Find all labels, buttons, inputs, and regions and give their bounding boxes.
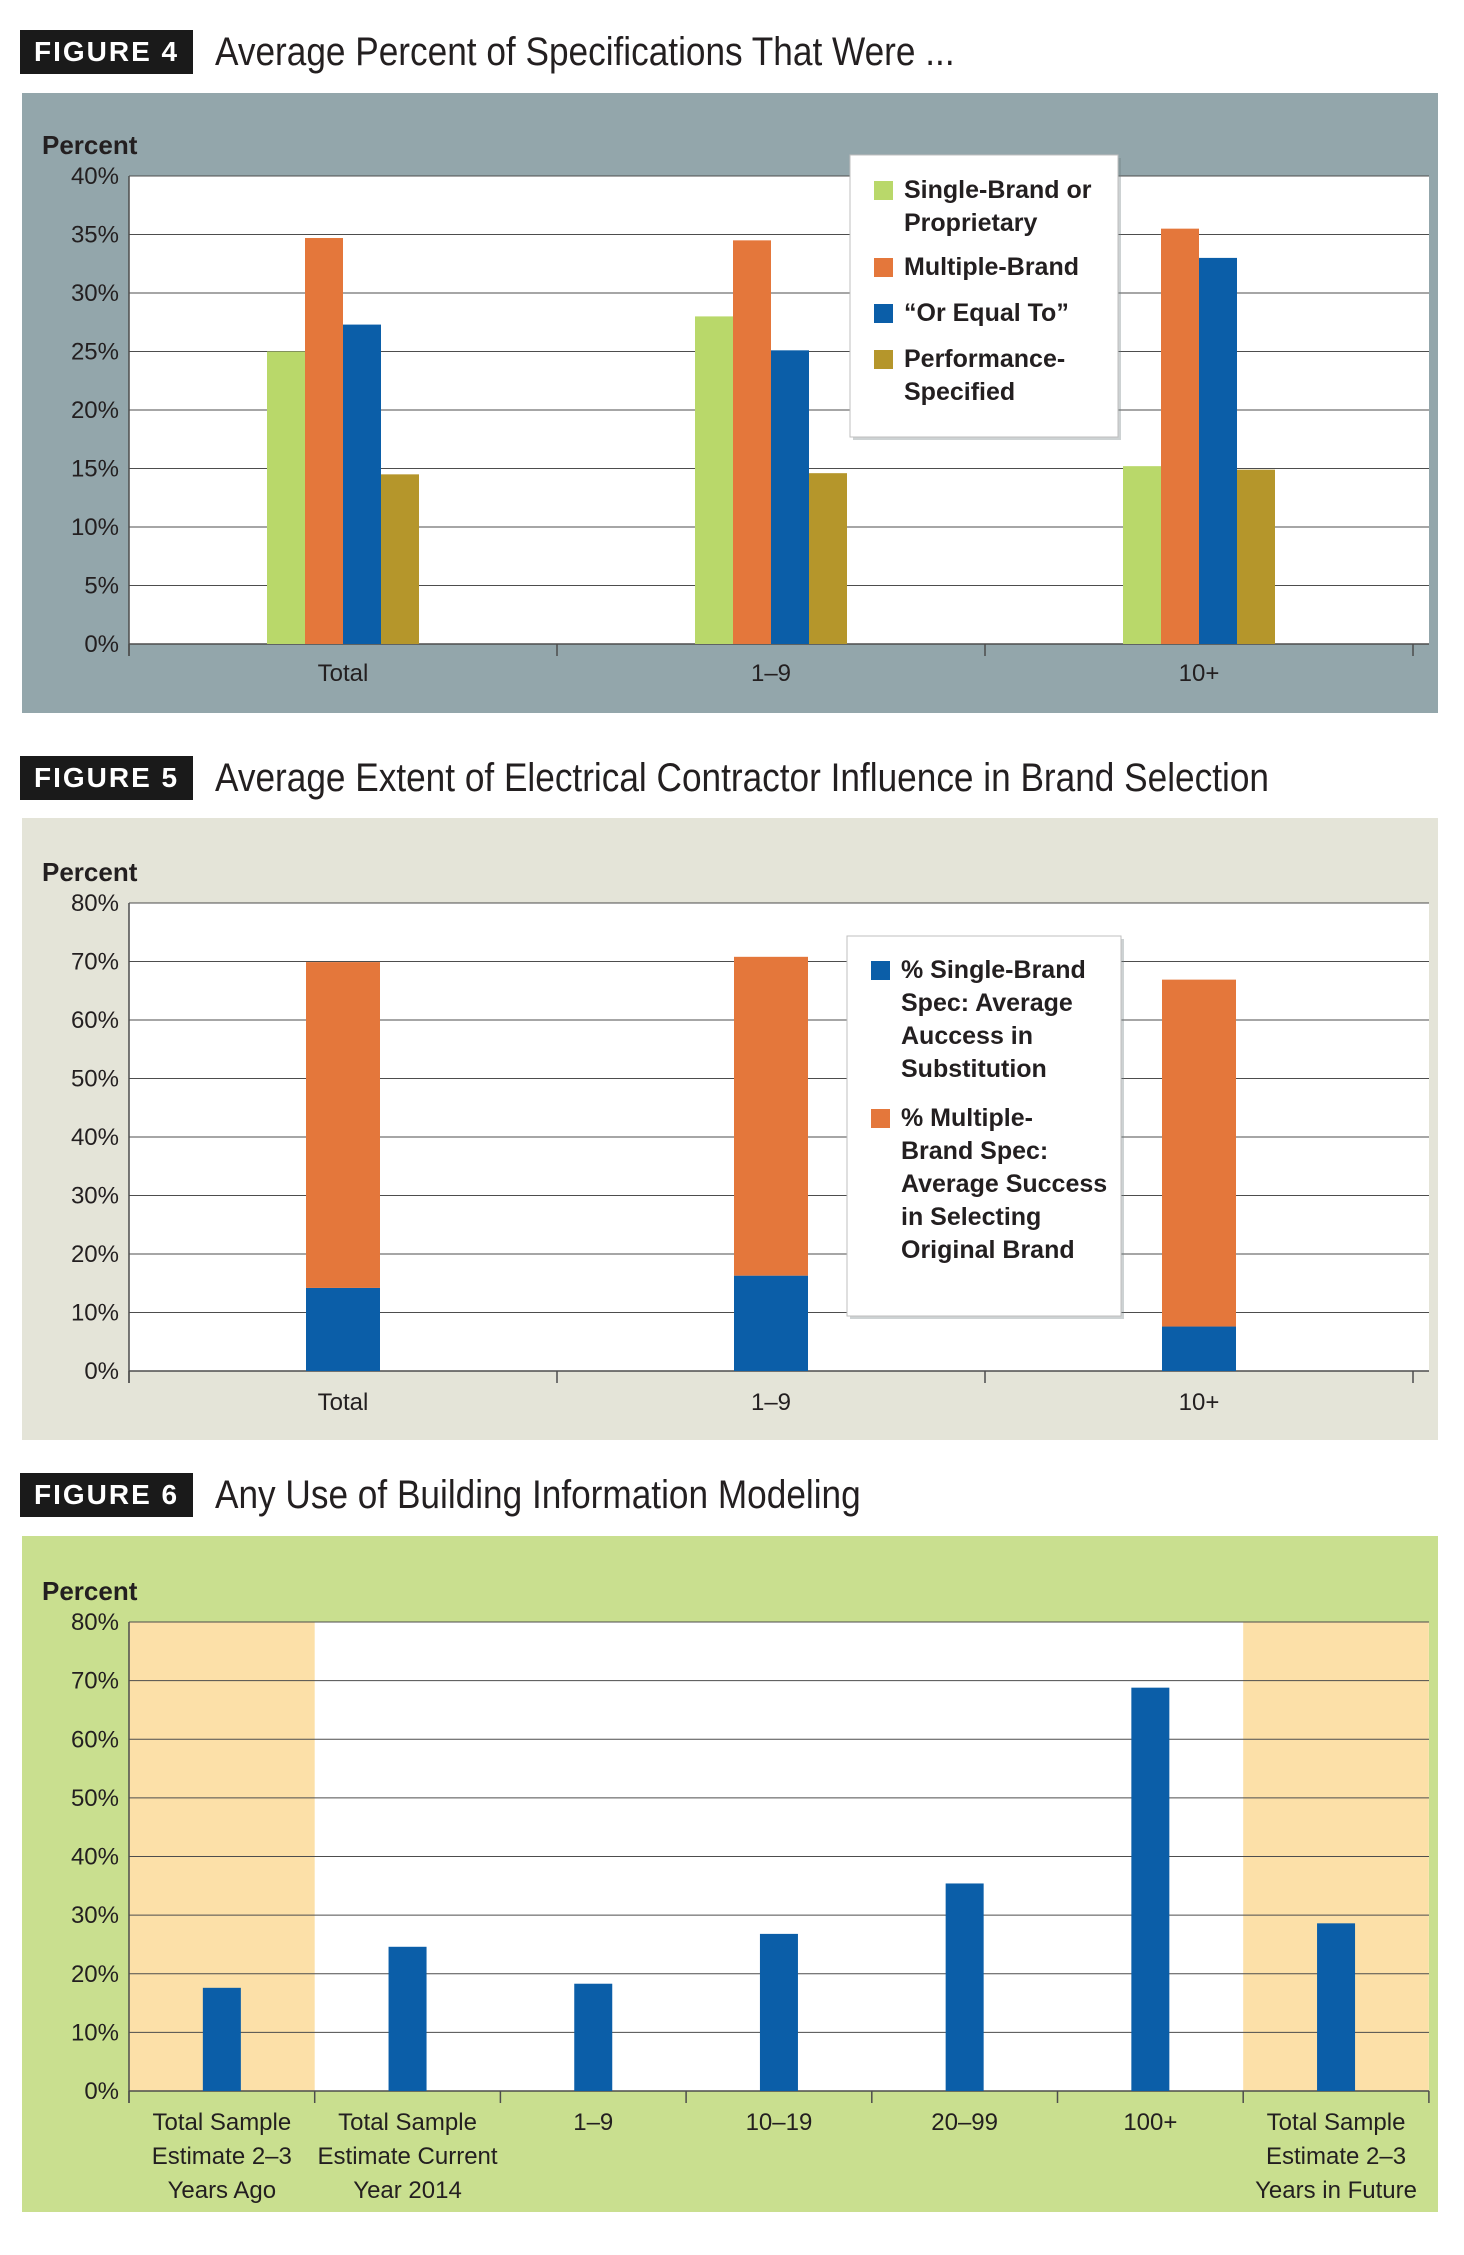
y-axis-title: Percent	[42, 130, 138, 160]
y-tick-label: 40%	[71, 1844, 119, 1871]
bar	[771, 350, 809, 644]
figure-6-header: FIGURE 6 Any Use of Building Information…	[20, 1465, 949, 1525]
x-tick-label: 1–9	[573, 2109, 613, 2136]
bar	[733, 240, 771, 644]
x-tick-label: Total Sample Estimate 2–3 Years Ago	[152, 2109, 292, 2204]
legend-label: % Single-Brand Spec: Average Auccess in Sub…	[901, 956, 1086, 1083]
y-tick-label: 10%	[71, 514, 119, 541]
x-tick-label: 1–9	[751, 1389, 791, 1416]
y-tick-label: 80%	[71, 890, 119, 917]
figure-6-panel: 0% 10% 20% 30% 40% 50% 60% 70% 80% Percent Total S…	[22, 1536, 1438, 2212]
legend-label: Multiple-Brand	[904, 253, 1079, 281]
y-axis-title: Percent	[42, 857, 138, 887]
x-tick-label: 1–9	[751, 660, 791, 687]
legend-swatch	[874, 258, 893, 277]
figure-4-panel: 0% 5% 10% 15% 20% 25% 30% 35% 40% Percent Total 1–9…	[22, 93, 1438, 713]
bar	[388, 1946, 427, 2091]
bar	[809, 473, 847, 644]
y-tick-label: 0%	[84, 631, 119, 658]
y-tick-label: 0%	[84, 1358, 119, 1385]
y-tick-label: 80%	[71, 1609, 119, 1636]
legend	[846, 935, 1122, 1317]
legend-label: Single-Brand or Proprietary	[904, 176, 1092, 237]
x-tick-label: Total	[318, 660, 369, 687]
y-tick-label: 50%	[71, 1066, 119, 1093]
y-tick-label: 60%	[71, 1726, 119, 1753]
x-tick-label: 10–19	[746, 2109, 813, 2136]
y-tick-label: 15%	[71, 456, 119, 483]
figure-5-tag: FIGURE 5	[20, 756, 194, 800]
y-tick-label: 25%	[71, 339, 119, 366]
bar	[945, 1883, 984, 2091]
figure-5-panel: 0% 10% 20% 30% 40% 50% 60% 70% 80% Percent Total 1–…	[22, 818, 1438, 1440]
figure-6-chart: 0% 10% 20% 30% 40% 50% 60% 70% 80% Percent Total S…	[42, 1576, 1430, 2204]
legend-swatch	[874, 181, 893, 200]
y-tick-label: 40%	[71, 1124, 119, 1151]
bar-segment	[1162, 979, 1236, 1327]
bar-segment	[306, 962, 380, 1288]
bar-segment	[1162, 1326, 1236, 1371]
x-tick-label: 10+	[1179, 660, 1220, 687]
y-tick-label: 30%	[71, 280, 119, 307]
y-tick-label: 20%	[71, 1961, 119, 1988]
bar	[267, 351, 305, 644]
x-tick-label: 100+	[1123, 2109, 1177, 2136]
bar	[1237, 469, 1275, 644]
x-tick-label: Total Sample Estimate 2–3 Years in Future	[1255, 2109, 1417, 2204]
legend-label: “Or Equal To”	[904, 299, 1069, 327]
legend-swatch	[871, 961, 890, 980]
y-axis-title: Percent	[42, 1576, 138, 1606]
y-tick-label: 40%	[71, 163, 119, 190]
figure-5-chart: 0% 10% 20% 30% 40% 50% 60% 70% 80% Percent Total 1–…	[42, 857, 1429, 1416]
x-tick-label: Total Sample Estimate Current Year 2014	[318, 2109, 498, 2204]
figure-5-header: FIGURE 5 Average Extent of Electrical Co…	[20, 748, 1413, 808]
y-tick-label: 30%	[71, 1902, 119, 1929]
x-tick-label: Total	[318, 1389, 369, 1416]
y-tick-label: 50%	[71, 1785, 119, 1812]
figure-5-title: Average Extent of Electrical Contractor …	[215, 755, 1270, 800]
figure-6-tag: FIGURE 6	[20, 1473, 194, 1517]
bar-segment	[734, 1275, 808, 1371]
x-tick-label: 20–99	[931, 2109, 998, 2136]
y-tick-label: 20%	[71, 397, 119, 424]
legend-swatch	[871, 1109, 890, 1128]
y-tick-label: 10%	[71, 1300, 119, 1327]
figure-4-chart: 0% 5% 10% 15% 20% 25% 30% 35% 40% Percent Total 1–9…	[42, 130, 1429, 687]
y-tick-label: 70%	[71, 949, 119, 976]
y-tick-label: 30%	[71, 1183, 119, 1210]
bar	[574, 1983, 613, 2091]
y-tick-label: 35%	[71, 222, 119, 249]
figure-4-header: FIGURE 4 Average Percent of Specificatio…	[20, 22, 1056, 82]
bar	[202, 1987, 241, 2091]
bar-segment	[734, 956, 808, 1276]
legend-label: Performance-Specified	[904, 345, 1065, 406]
bar	[305, 238, 343, 644]
y-tick-label: 0%	[84, 2078, 119, 2105]
y-tick-label: 70%	[71, 1668, 119, 1695]
bar	[695, 316, 733, 644]
bar	[381, 474, 419, 644]
figure-4-title: Average Percent of Specifications That W…	[215, 29, 955, 74]
figure-6-title: Any Use of Building Information Modeling	[215, 1472, 861, 1517]
bar	[1317, 1923, 1356, 2091]
legend	[849, 154, 1119, 438]
legend-swatch	[874, 304, 893, 323]
bar	[759, 1933, 798, 2091]
x-tick-label: 10+	[1179, 1389, 1220, 1416]
y-tick-label: 60%	[71, 1007, 119, 1034]
bar	[1161, 228, 1199, 644]
legend-swatch	[874, 350, 893, 369]
bar	[1131, 1687, 1170, 2091]
y-tick-label: 5%	[84, 573, 119, 600]
y-tick-label: 20%	[71, 1241, 119, 1268]
bar-segment	[306, 1287, 380, 1371]
bar	[1199, 257, 1237, 644]
legend-label: % Multiple-Brand Spec: Average Success in …	[901, 1104, 1107, 1264]
bar	[1123, 466, 1161, 644]
bar	[343, 324, 381, 644]
y-tick-label: 10%	[71, 2019, 119, 2046]
figure-4-tag: FIGURE 4	[20, 30, 194, 74]
